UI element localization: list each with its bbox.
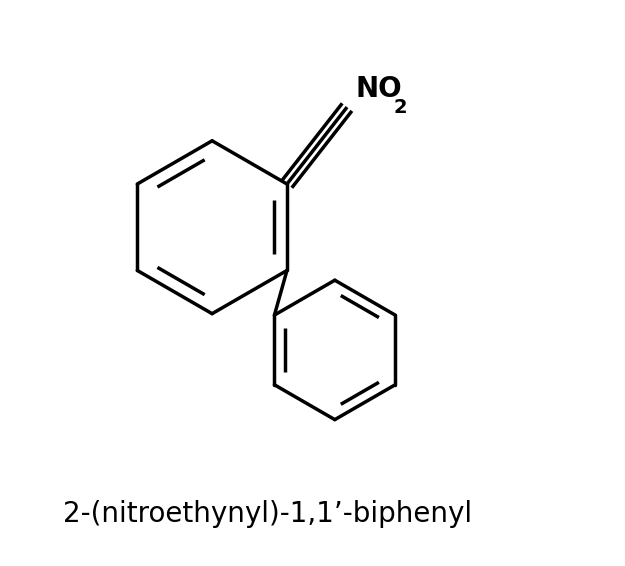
Text: 2-(nitroethynyl)-1,1’-biphenyl: 2-(nitroethynyl)-1,1’-biphenyl — [63, 500, 472, 529]
Text: 2: 2 — [393, 97, 407, 117]
Text: NO: NO — [356, 75, 402, 102]
